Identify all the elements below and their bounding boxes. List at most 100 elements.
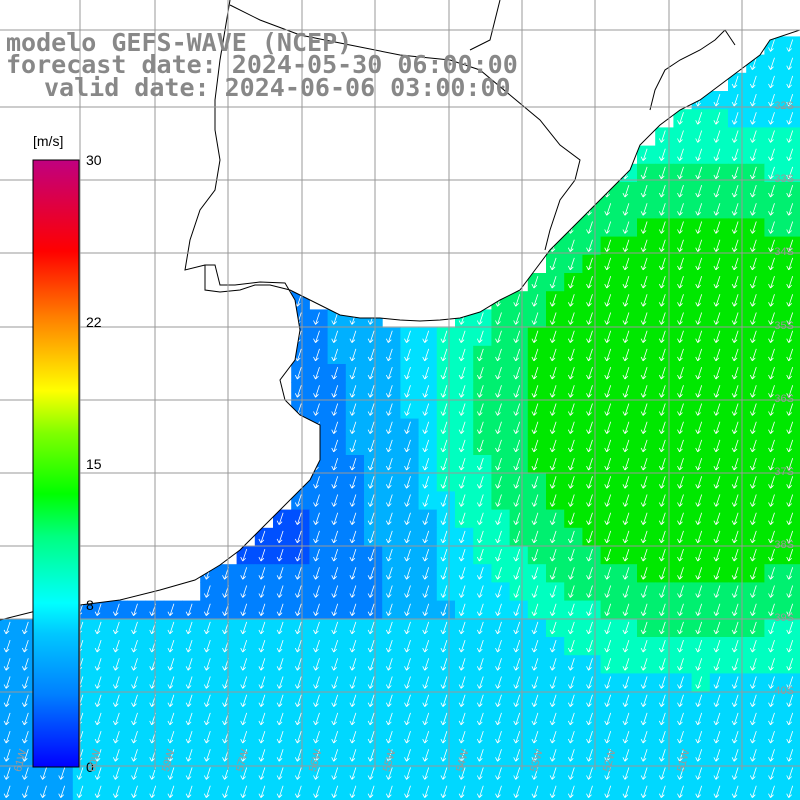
wind-cell [782,327,800,347]
wind-cell [637,728,656,747]
wind-arrow [604,421,612,434]
wind-arrow [786,39,794,52]
wind-cell [709,163,729,183]
wind-arrow [713,294,721,307]
wind-arrow [731,148,739,161]
wind-cell [491,746,511,765]
wind-arrow [549,512,557,525]
wind-cell [418,436,438,456]
wind-arrow [586,712,593,726]
wind-cell [364,546,383,565]
wind-cell [382,637,401,656]
wind-arrow [131,730,138,744]
wind-arrow [21,785,29,798]
wind-cell [163,709,183,729]
wind-arrow [731,275,739,289]
wind-cell [91,709,110,729]
wind-arrow [112,621,120,635]
wind-cell [327,691,347,711]
wind-cell [546,691,565,711]
wind-cell [673,637,693,656]
wind-cell [600,345,620,365]
wind-arrow [404,457,411,471]
wind-cell [709,618,729,638]
wind-arrow [640,730,648,744]
wind-arrow [768,457,775,471]
wind-cell [455,564,474,583]
wind-cell [546,782,565,800]
wind-cell [637,145,656,165]
wind-arrow [313,585,320,598]
wind-arrow [786,712,794,726]
wind-cell [273,673,292,693]
wind-arrow [276,530,284,544]
wind-cell [182,618,201,638]
wind-cell [254,618,274,638]
wind-arrow [385,785,393,798]
wind-cell [709,655,729,674]
wind-cell [764,764,784,784]
wind-arrow [440,512,448,525]
wind-arrow [677,166,684,180]
wind-cell [618,200,638,219]
wind-cell [436,400,456,420]
wind-cell [600,691,620,711]
wind-arrow [331,603,339,616]
wind-cell [618,673,638,693]
wind-cell [764,127,784,147]
wind-cell [200,746,219,765]
wind-cell [637,509,656,529]
wind-cell [746,709,765,729]
wind-cell [582,546,602,565]
wind-arrow [404,639,411,653]
wind-arrow [604,730,612,744]
wind-arrow [549,275,557,289]
wind-cell [509,600,529,620]
wind-arrow [604,257,612,271]
wind-arrow [276,621,284,635]
wind-arrow [658,767,666,780]
wind-cell [691,218,711,238]
wind-arrow [294,749,302,762]
wind-arrow [549,658,557,671]
wind-cell [782,163,800,183]
wind-arrow [495,366,502,380]
wind-cell [582,728,602,747]
wind-cell [746,218,765,238]
wind-arrow [695,439,703,453]
wind-cell [782,582,800,602]
wind-arrow [112,785,120,798]
wind-cell [618,236,638,256]
wind-arrow [677,749,684,762]
wind-cell [400,509,420,529]
wind-arrow [476,767,484,780]
wind-arrow [567,348,575,362]
wind-cell [345,364,365,383]
wind-arrow [531,639,539,653]
wind-cell [345,637,365,656]
wind-cell [509,473,529,492]
wind-cell [91,764,110,784]
wind-cell [546,309,565,329]
wind-cell [163,600,183,620]
wind-cell [618,746,638,765]
wind-arrow [768,312,775,325]
wind-arrow [713,257,721,271]
wind-cell [782,709,800,729]
wind-arrow [567,476,575,489]
wind-arrow [531,548,539,562]
wind-arrow [531,403,539,416]
wind-arrow [385,730,393,744]
wind-arrow [677,512,684,525]
wind-arrow [331,476,339,489]
wind-arrow [768,621,775,635]
wind-arrow [331,421,339,434]
wind-cell [473,782,492,800]
wind-cell [345,345,365,365]
wind-arrow [749,494,757,507]
wind-cell [600,273,620,292]
wind-arrow [258,749,266,762]
wind-arrow [677,658,684,671]
wind-arrow [677,366,684,380]
wind-arrow [695,421,703,434]
